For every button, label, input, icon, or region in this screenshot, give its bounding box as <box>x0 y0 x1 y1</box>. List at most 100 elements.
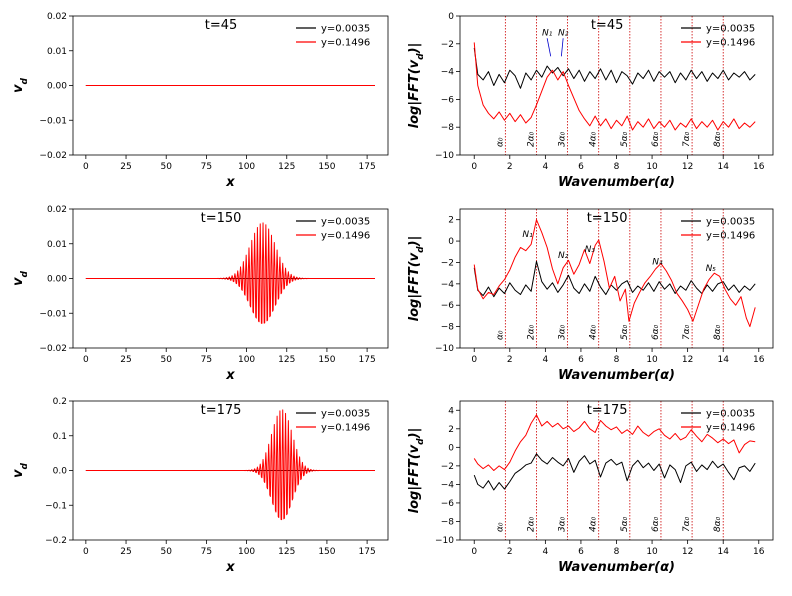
x-tick-label: 100 <box>238 547 255 557</box>
annotation-label: N₂ <box>558 251 569 261</box>
x-tick-label: 75 <box>201 355 212 365</box>
x-tick-label: 150 <box>318 162 335 172</box>
legend-label: y=0.0035 <box>321 24 370 35</box>
series-group <box>473 414 756 491</box>
legend-label: y=0.1496 <box>321 231 370 242</box>
x-tick-label: 100 <box>238 162 255 172</box>
y-tick-label: −0.01 <box>39 116 67 126</box>
annotation-arrow <box>560 38 564 57</box>
x-axis-label: Wavenumber(α) <box>558 560 675 575</box>
x-tick-label: 8 <box>614 162 620 172</box>
legend-label: y=0.0035 <box>706 217 755 228</box>
harmonic-label: α₀ <box>495 137 505 147</box>
y-tick-label: −4 <box>441 480 455 490</box>
x-tick-label: 2 <box>507 162 513 172</box>
x-tick-label: 2 <box>507 355 513 365</box>
harmonic-label: 3α₀ <box>558 516 568 532</box>
y-tick-label: −6 <box>441 95 455 105</box>
y-tick-label: 0.2 <box>53 397 67 407</box>
x-tick-label: 125 <box>278 355 295 365</box>
x-tick-label: 10 <box>646 162 658 172</box>
series-line-y0035 <box>473 47 756 89</box>
y-tick-label: 0.0 <box>53 467 68 477</box>
panel-physical-t150: 0 25 50 75 100 125 150 175 −0.02 −0.01 0.00 0.01 0.0… <box>11 205 389 383</box>
legend-label: y=0.0035 <box>321 217 370 228</box>
legend-label: y=0.1496 <box>706 423 755 434</box>
harmonic-label: 5α₀ <box>620 516 630 532</box>
x-tick-label: 75 <box>201 162 212 172</box>
panel-title: t=175 <box>201 403 242 418</box>
y-tick-label: −6 <box>441 301 455 311</box>
harmonic-label: 7α₀ <box>682 324 692 340</box>
harmonic-label: 3α₀ <box>558 324 568 340</box>
x-tick-label: 14 <box>717 162 729 172</box>
x-tick-label: 12 <box>682 355 693 365</box>
y-tick-label: 0.01 <box>47 47 67 57</box>
panel-title: t=150 <box>587 211 628 226</box>
series-line-y1496 <box>85 409 375 521</box>
x-tick-label: 8 <box>614 547 620 557</box>
x-tick-label: 14 <box>717 547 729 557</box>
harmonic-label: 8α₀ <box>713 324 723 340</box>
y-tick-label: 0.1 <box>53 432 67 442</box>
annotation-label: N₁ <box>542 28 553 38</box>
x-tick-label: 50 <box>160 162 172 172</box>
y-tick-label: −8 <box>441 323 455 333</box>
panel-title: t=45 <box>591 18 624 33</box>
legend-label: y=0.1496 <box>706 38 755 49</box>
series-line-y1496 <box>85 222 375 324</box>
x-tick-label: 25 <box>120 355 131 365</box>
y-tick-label: 0 <box>448 237 454 247</box>
harmonic-label: 6α₀ <box>651 324 661 340</box>
legend-label: y=0.1496 <box>321 38 370 49</box>
y-tick-label: −10 <box>435 151 454 161</box>
y-tick-label: 0 <box>448 443 454 453</box>
x-tick-label: 100 <box>238 355 255 365</box>
y-tick-label: −8 <box>441 123 455 133</box>
x-tick-label: 125 <box>278 547 295 557</box>
panel-spectrum-t45: α₀ 2α₀ 3α₀ 4α₀ 5α₀ 6α₀ 7α₀ 8α₀ 0 2 4 6 8 10 12 14 16 −10 −… <box>407 12 774 190</box>
x-tick-label: 0 <box>83 355 89 365</box>
y-tick-label: −0.01 <box>39 309 67 319</box>
legend-label: y=0.1496 <box>321 423 370 434</box>
y-tick-label: −0.2 <box>45 536 67 546</box>
x-tick-label: 125 <box>278 162 295 172</box>
x-axis-label: x <box>225 175 235 190</box>
y-tick-label: 2 <box>448 425 454 435</box>
x-tick-label: 150 <box>318 547 335 557</box>
y-axis-label: log|FFT(vd)| <box>407 428 426 514</box>
legend-label: y=0.0035 <box>706 409 755 420</box>
x-tick-label: 0 <box>83 162 89 172</box>
y-tick-label: 4 <box>448 406 454 416</box>
x-tick-label: 4 <box>542 355 548 365</box>
y-tick-label: −4 <box>441 280 455 290</box>
y-tick-label: 0.00 <box>47 275 67 285</box>
panel-title: t=175 <box>587 403 628 418</box>
x-tick-label: 25 <box>120 547 131 557</box>
panel-spectrum-t150: α₀ 2α₀ 3α₀ 4α₀ 5α₀ 6α₀ 7α₀ 8α₀ 0 2 4 6 8 10 12 14 16 −10 −… <box>407 208 774 383</box>
y-tick-label: −10 <box>435 536 454 546</box>
harmonic-label: 6α₀ <box>651 516 661 532</box>
x-tick-label: 4 <box>542 162 548 172</box>
x-tick-label: 25 <box>120 162 131 172</box>
y-tick-label: 0 <box>448 12 454 22</box>
series-line-y0035 <box>473 260 756 298</box>
y-tick-label: −0.02 <box>39 344 67 354</box>
x-tick-label: 75 <box>201 547 212 557</box>
x-tick-label: 16 <box>753 547 765 557</box>
harmonic-label: 4α₀ <box>589 516 599 532</box>
x-tick-label: 175 <box>359 547 376 557</box>
panel-physical-t175: 0 25 50 75 100 125 150 175 −0.2 −0.1 0.0 0.1 0.2 t=17… <box>11 397 389 575</box>
harmonic-label: 8α₀ <box>713 516 723 532</box>
legend-label: y=0.0035 <box>321 409 370 420</box>
y-tick-label: 0.02 <box>47 205 67 215</box>
series-group <box>85 409 375 521</box>
y-axis-label: vd <box>11 270 30 285</box>
x-tick-label: 16 <box>753 162 765 172</box>
series-line-y1496 <box>473 42 756 131</box>
y-tick-label: −2 <box>441 40 454 50</box>
y-tick-label: −4 <box>441 68 455 78</box>
x-tick-label: 50 <box>160 355 172 365</box>
x-tick-label: 0 <box>471 547 477 557</box>
